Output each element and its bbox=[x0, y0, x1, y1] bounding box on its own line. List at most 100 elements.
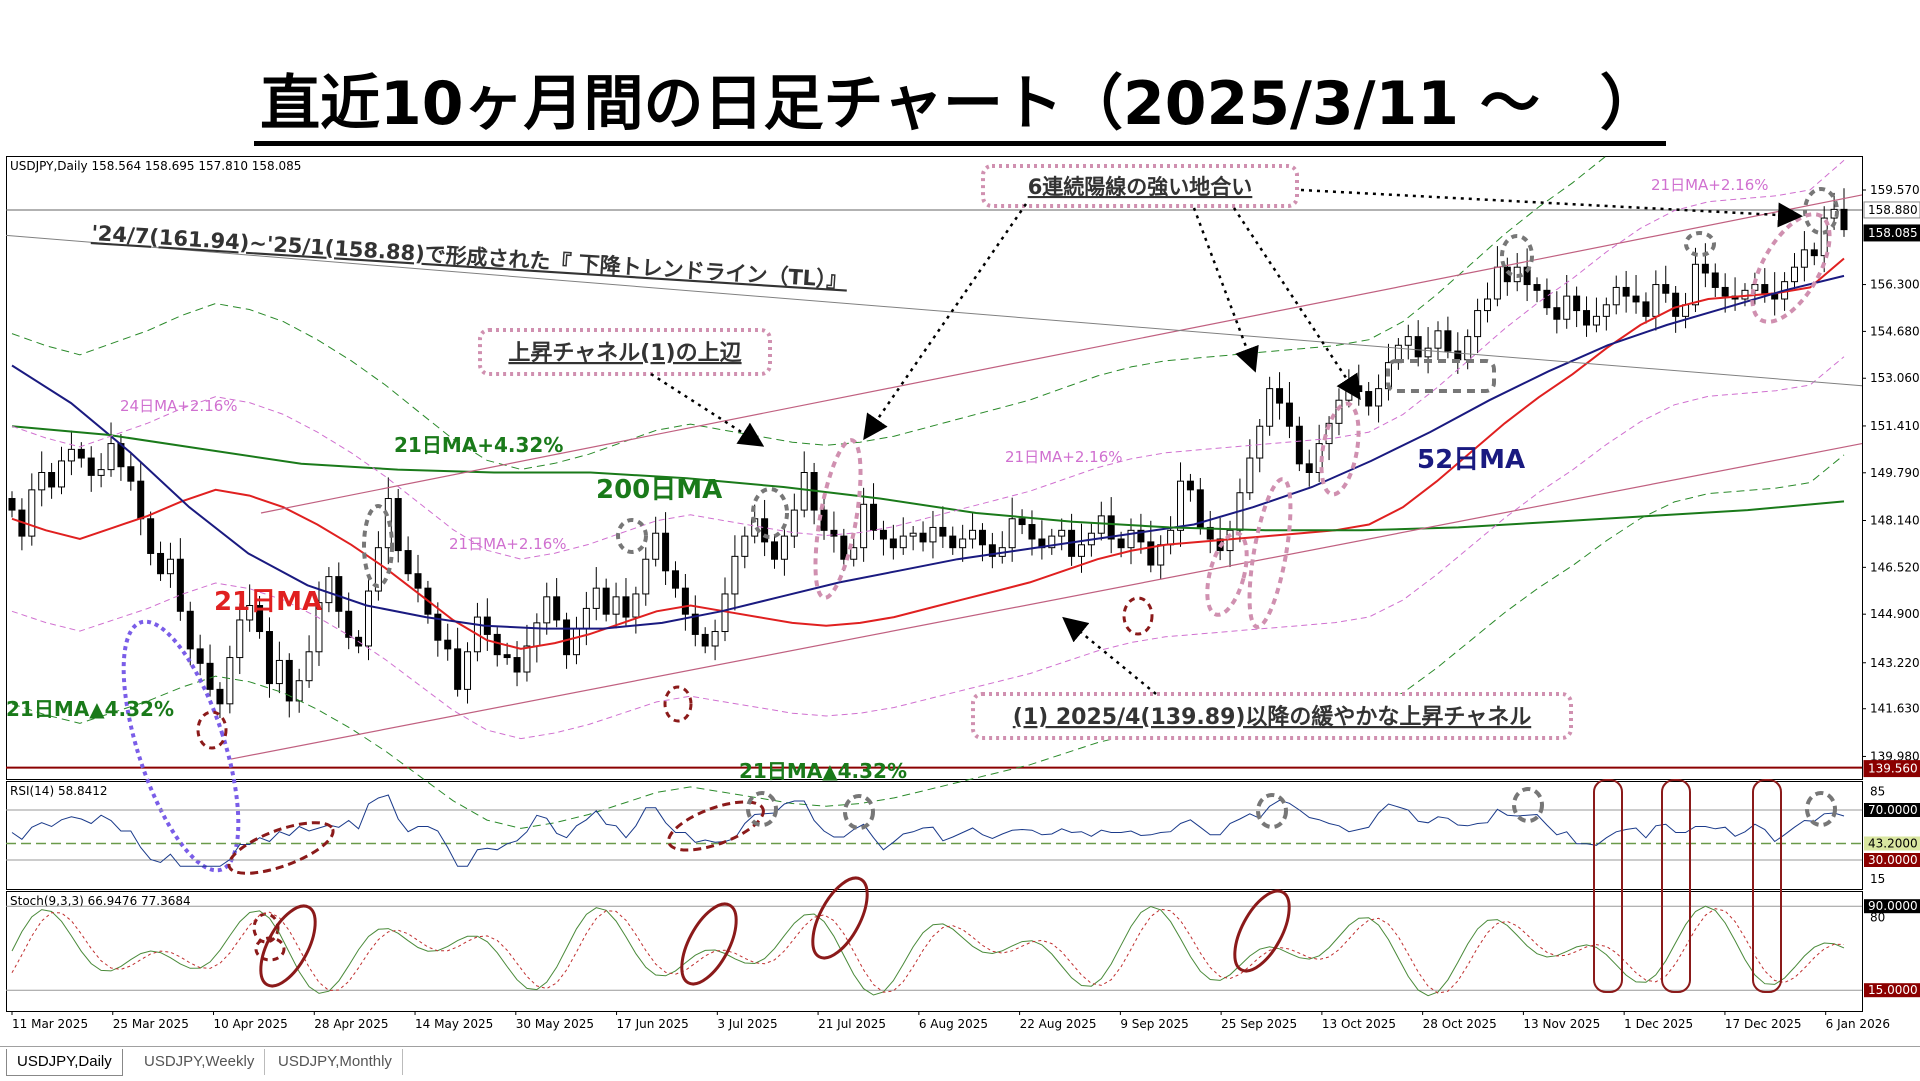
x-axis-label: 28 Oct 2025 bbox=[1423, 1017, 1497, 1031]
candle-body bbox=[929, 526, 937, 543]
channel-top-label-box bbox=[478, 328, 772, 376]
tab-usdjpy-monthly[interactable]: USDJPY,Monthly bbox=[268, 1049, 403, 1075]
decline-violet-marker bbox=[121, 619, 241, 873]
mt4-chart-window[interactable]: 159.570 156.300 154.680 153.060 151.410 149.7… bbox=[5, 61, 1920, 1046]
candle-body bbox=[790, 509, 798, 537]
x-axis-label: 17 Jun 2025 bbox=[617, 1017, 689, 1031]
price-axis-label: 151.410 bbox=[1870, 419, 1920, 433]
candle-body bbox=[1186, 480, 1194, 491]
candle-body bbox=[662, 532, 670, 572]
candle-body bbox=[592, 587, 600, 609]
candle-body bbox=[1414, 336, 1422, 358]
candle-body bbox=[830, 529, 838, 537]
candle-body bbox=[1662, 284, 1670, 294]
x-axis-label: 25 Mar 2025 bbox=[113, 1017, 189, 1031]
candle-body bbox=[969, 529, 977, 540]
candle-body bbox=[464, 651, 472, 690]
tab-usdjpy-daily[interactable]: USDJPY,Daily bbox=[6, 1049, 123, 1076]
candle-body bbox=[1058, 529, 1066, 537]
candle-body bbox=[1701, 263, 1709, 274]
candle-body bbox=[1464, 336, 1472, 361]
candle-body bbox=[622, 596, 630, 618]
x-axis-label: 21 Jul 2025 bbox=[818, 1017, 886, 1031]
stoch-vertical-marker bbox=[1752, 779, 1782, 993]
rsi-gray-marker bbox=[746, 791, 778, 827]
candle-body bbox=[216, 688, 224, 705]
candle-body bbox=[97, 469, 105, 476]
x-axis-label: 25 Sep 2025 bbox=[1221, 1017, 1297, 1031]
candle-body bbox=[1820, 217, 1828, 257]
arrow-six-bull-jul bbox=[863, 203, 1028, 441]
candle-body bbox=[602, 587, 610, 615]
box-marker-oct bbox=[1386, 359, 1496, 393]
candle-body bbox=[988, 544, 996, 557]
rsi-gray-marker bbox=[1256, 793, 1288, 829]
candle-body bbox=[176, 558, 184, 612]
stoch-main-line bbox=[11, 905, 1845, 997]
candle-body bbox=[1721, 286, 1729, 297]
candle-body bbox=[1761, 284, 1769, 294]
candle-body bbox=[553, 596, 561, 621]
rsi-43-badge-bg bbox=[1864, 836, 1920, 851]
candle-body bbox=[761, 518, 769, 543]
x-axis-label: 13 Nov 2025 bbox=[1523, 1017, 1600, 1031]
candle-body bbox=[1365, 391, 1373, 407]
candle-body bbox=[1563, 295, 1571, 320]
candle-body bbox=[127, 466, 135, 482]
chart-canvas[interactable]: 159.570 156.300 154.680 153.060 151.410 149.7… bbox=[5, 61, 1920, 1046]
candle-body bbox=[889, 538, 897, 549]
label-ma21-plus-432: 21日MA+4.32% bbox=[394, 433, 563, 457]
candle-body bbox=[196, 648, 204, 664]
candle-body bbox=[285, 659, 293, 702]
candle-body bbox=[77, 448, 85, 459]
marker-low-apr bbox=[196, 710, 228, 750]
rsi-30-badge: 30.0000 bbox=[1868, 853, 1918, 867]
six-bull-marker-oct2 bbox=[1319, 401, 1361, 497]
rsi-43-badge: 43.2000 bbox=[1868, 837, 1918, 851]
candle-body bbox=[1672, 292, 1680, 317]
candle-body bbox=[335, 576, 343, 612]
candle-body bbox=[107, 443, 115, 471]
candle-body bbox=[414, 573, 422, 589]
label-ma21: 21日MA bbox=[214, 587, 322, 617]
candle-body bbox=[1097, 515, 1105, 534]
candle-body bbox=[1276, 388, 1284, 404]
candle-body bbox=[1632, 295, 1640, 303]
price-axis-label: 139.980 bbox=[1870, 749, 1920, 763]
candle-body bbox=[860, 503, 868, 549]
candle-body bbox=[1345, 385, 1353, 401]
candle-body bbox=[206, 662, 214, 690]
tab-usdjpy-weekly[interactable]: USDJPY,Weekly bbox=[134, 1049, 266, 1075]
ma21-line bbox=[11, 257, 1845, 650]
x-axis-label: 6 Jan 2026 bbox=[1826, 1017, 1890, 1031]
x-axis-label: 28 Apr 2025 bbox=[314, 1017, 388, 1031]
current-price-badge: 158.085 bbox=[1868, 226, 1918, 240]
candle-body bbox=[1474, 310, 1482, 338]
rsi-70-badge-bg bbox=[1864, 803, 1920, 817]
x-axis-label: 17 Dec 2025 bbox=[1725, 1017, 1802, 1031]
price-axis-label: 146.520 bbox=[1870, 560, 1920, 574]
candle-body bbox=[1335, 399, 1343, 424]
candle-body bbox=[87, 457, 95, 476]
candle-body bbox=[275, 659, 283, 685]
candle-body bbox=[1444, 330, 1452, 352]
ma52-line bbox=[11, 274, 1845, 630]
band-plus-216 bbox=[11, 159, 1845, 560]
candle-body bbox=[226, 657, 234, 705]
arrow-channel-top bbox=[650, 372, 765, 447]
candle-body bbox=[1177, 480, 1185, 531]
price-axis-label: 153.060 bbox=[1870, 371, 1920, 385]
stoch-panel-info: Stoch(9,3,3) 66.9476 77.3684 bbox=[10, 894, 191, 908]
downtrend-line bbox=[5, 234, 1863, 387]
candle-body bbox=[563, 619, 571, 656]
label-ma52: 52日MA bbox=[1417, 445, 1525, 475]
candle-body bbox=[1583, 310, 1591, 326]
candle-body bbox=[295, 680, 303, 702]
channel-lower-line bbox=[230, 442, 1863, 760]
candle-body bbox=[1424, 347, 1432, 358]
price-axis-label: 149.790 bbox=[1870, 466, 1920, 480]
rsi-line bbox=[11, 794, 1845, 867]
candle-body bbox=[1157, 544, 1165, 566]
candle-body bbox=[1434, 330, 1442, 349]
rsi-scale-label: 15 bbox=[1870, 872, 1885, 886]
